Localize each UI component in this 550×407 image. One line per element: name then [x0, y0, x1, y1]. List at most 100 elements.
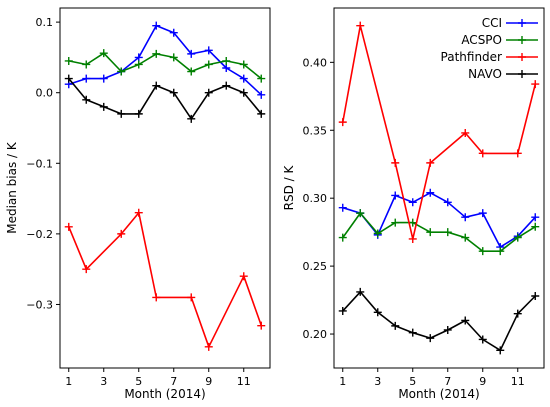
left-x-axis-title: Month (2014): [124, 387, 205, 401]
right-series-navo: [338, 287, 540, 355]
right-y-tick-label: 0.30: [303, 192, 328, 205]
left-series-acspo-point: [257, 74, 266, 83]
left-series-cci-point: [239, 74, 248, 83]
right-series-acspo-point: [496, 247, 505, 256]
left-series-acspo-point: [99, 49, 108, 58]
left-series-cci-point: [222, 64, 231, 72]
left-series-navo-point: [117, 109, 126, 118]
right-series-cci-point: [531, 213, 540, 222]
left-series-cci-line: [68, 24, 262, 96]
left-series-cci: [64, 21, 266, 99]
left-series-acspo-point: [64, 56, 73, 65]
left-series-navo-point: [204, 88, 213, 97]
right-series-cci-point: [391, 191, 400, 200]
left-series-pathfinder-line: [68, 211, 263, 348]
right-series-cci-point: [408, 198, 417, 207]
right-series-pathfinder-point: [408, 234, 417, 243]
right-chart: 1 3 5 7 9 11 0.20 0.25 0.30 0.35 0.40 Month (2014) R…: [282, 7, 545, 401]
right-series-cci-point: [443, 198, 452, 207]
left-series-navo-point: [187, 114, 196, 123]
left-y-tick-label: −0.3: [26, 298, 53, 311]
left-y-tick-label: −0.1: [26, 157, 53, 170]
left-x-tick-label: 9: [205, 375, 212, 388]
left-axes-frame: [59, 7, 271, 369]
left-series-acspo-point: [152, 49, 161, 58]
legend-marker-acspo: [518, 36, 526, 44]
right-series-acspo-point: [356, 209, 365, 218]
left-series-cci-point: [134, 53, 143, 62]
left-series-acspo-point: [169, 53, 178, 62]
right-series-pathfinder-point: [461, 128, 470, 137]
right-series-cci-point: [338, 203, 347, 212]
right-series-pathfinder-point: [478, 149, 487, 158]
right-series-navo-point: [513, 309, 522, 318]
left-series-navo-point: [64, 74, 73, 83]
right-series-acspo-point: [531, 222, 540, 231]
left-y-axis-title: Median bias / K: [5, 141, 19, 234]
left-series-acspo-point: [239, 60, 248, 69]
right-series-acspo-line: [342, 212, 536, 252]
left-series-pathfinder-point: [134, 208, 143, 217]
right-series-cci-point: [461, 213, 470, 222]
right-series-navo-point: [426, 334, 435, 343]
left-series-acspo-point: [134, 60, 143, 69]
right-series-acspo-point: [513, 233, 522, 242]
right-series-navo-point: [443, 325, 452, 334]
legend-marker-navo: [518, 70, 526, 78]
left-series-cci-point: [169, 28, 178, 37]
left-x-tick-label: 7: [170, 375, 177, 388]
left-series-cci-point: [152, 21, 161, 30]
left-series-navo-point: [82, 95, 91, 104]
right-series-acspo-point: [478, 247, 487, 256]
left-series-cci-point: [187, 49, 196, 58]
right-series-acspo: [338, 209, 540, 256]
left-series-acspo-point: [117, 67, 126, 76]
right-y-tick-label: 0.25: [303, 260, 328, 273]
right-x-tick-label: 9: [479, 375, 486, 388]
legend-label-navo: NAVO: [468, 67, 502, 81]
right-y-tick-label: 0.35: [303, 124, 328, 137]
right-series-navo-point: [478, 335, 487, 344]
right-series-navo-point: [408, 328, 417, 337]
left-y-tick-label: −0.2: [26, 228, 53, 241]
left-series-acspo-point: [204, 60, 213, 69]
left-chart: 1 3 5 7 9 11 0.1 0.0 −0.1 −0.2 −0.3 Month (2014) Med…: [5, 7, 271, 401]
legend-label-acspo: ACSPO: [461, 33, 502, 47]
right-series-navo-line: [342, 291, 536, 352]
left-series-navo-point: [222, 81, 231, 90]
legend-marker-pathfinder: [518, 53, 526, 61]
left-series-acspo-point: [187, 67, 196, 76]
left-x-tick-label: 1: [65, 375, 72, 388]
right-series-navo-point: [496, 346, 505, 355]
left-series-cci-point: [257, 90, 266, 99]
left-series-pathfinder-point: [152, 293, 161, 302]
right-series-navo-point: [461, 316, 470, 325]
left-series-navo-point: [152, 81, 161, 90]
right-y-axis-title: RSD / K: [282, 165, 296, 211]
right-series-navo-point: [356, 287, 365, 296]
right-series-navo-point: [373, 308, 382, 317]
left-series-pathfinder-point: [257, 321, 266, 330]
right-series-acspo-point: [391, 218, 400, 227]
right-series-acspo-point: [426, 228, 435, 237]
left-series-acspo-line: [68, 52, 262, 80]
right-series-acspo-point: [443, 228, 452, 237]
right-series-pathfinder-point: [513, 149, 522, 158]
right-y-tick-label: 0.40: [303, 56, 328, 69]
right-series-pathfinder-point: [531, 80, 540, 89]
right-series-pathfinder-point: [391, 158, 400, 167]
left-series-pathfinder-point: [187, 293, 196, 302]
left-y-tick-label: 0.0: [36, 87, 54, 100]
left-series-navo-point: [257, 109, 266, 118]
right-y-tick-label: 0.20: [303, 328, 328, 341]
left-series-acspo: [64, 49, 266, 83]
left-series-cci-point: [204, 46, 213, 55]
left-series-cci-point: [82, 74, 91, 83]
right-axes-frame: [333, 7, 545, 369]
left-series-pathfinder-point: [239, 272, 248, 281]
left-series-navo-line: [68, 78, 262, 120]
right-series-cci-line: [342, 192, 536, 248]
left-series-pathfinder-point: [117, 229, 126, 238]
left-series-pathfinder-point: [64, 222, 73, 231]
